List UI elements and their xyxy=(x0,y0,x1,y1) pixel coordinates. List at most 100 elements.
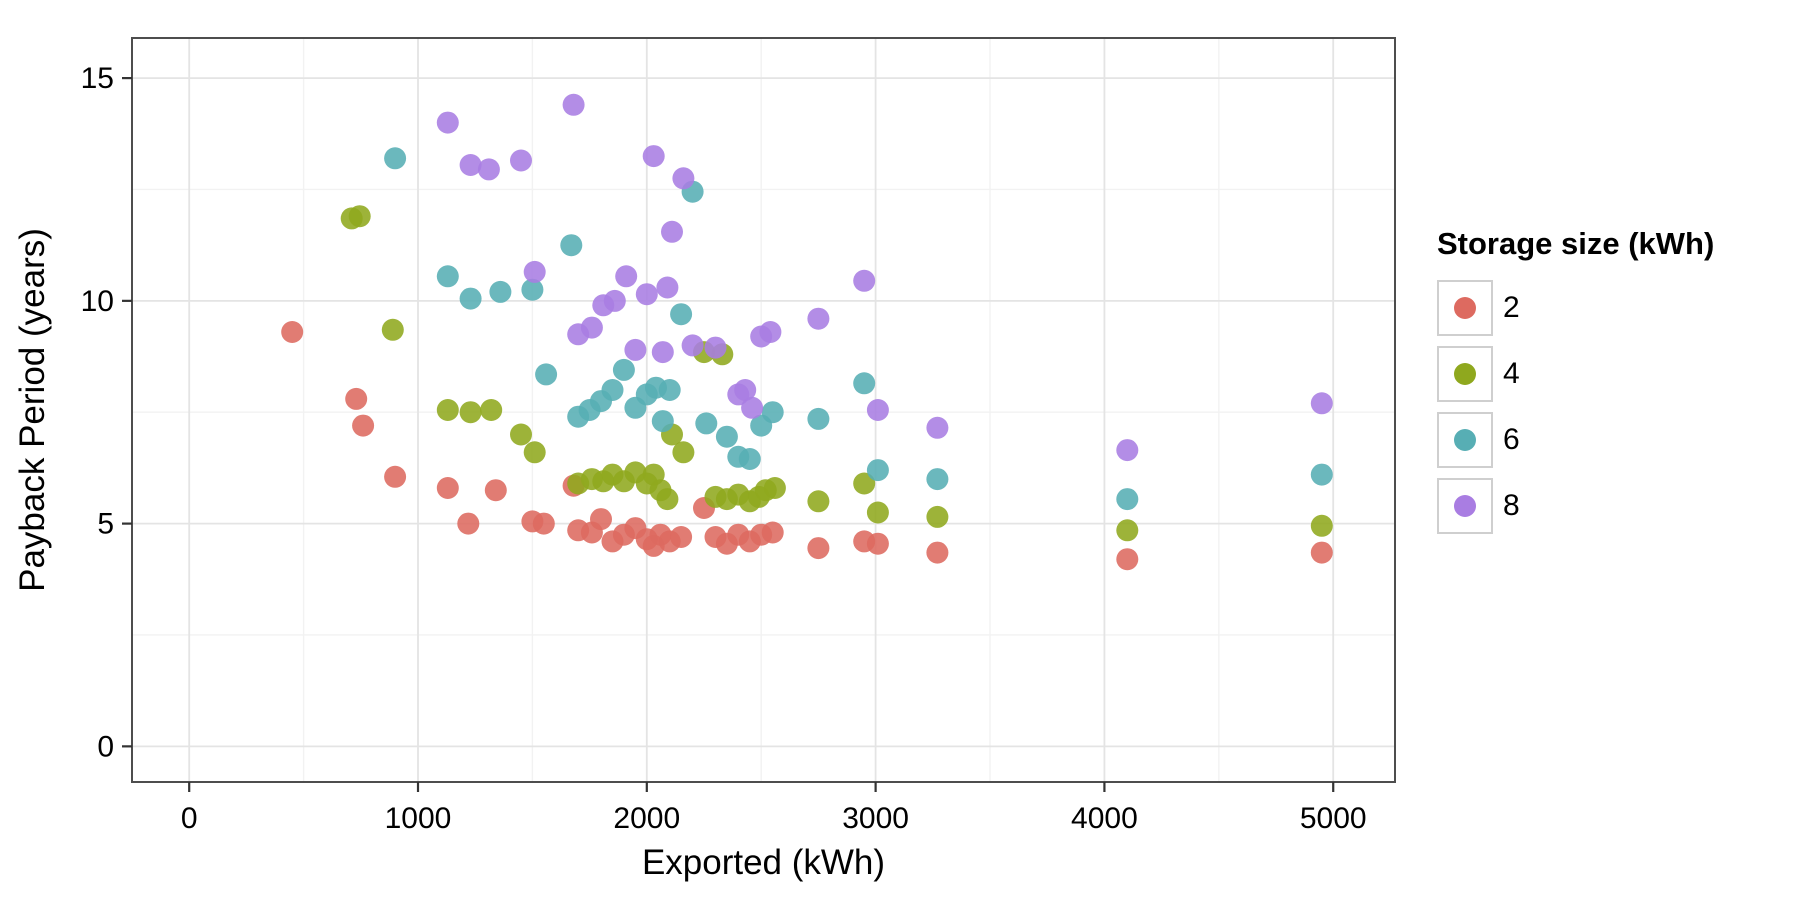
data-point-storage-8 xyxy=(734,379,757,401)
data-point-storage-6 xyxy=(601,379,624,401)
data-point-storage-8 xyxy=(759,321,782,343)
x-tick-label: 0 xyxy=(181,802,198,835)
data-point-storage-6 xyxy=(926,468,949,491)
data-point-storage-2 xyxy=(352,414,375,437)
data-point-storage-8 xyxy=(635,283,658,306)
data-point-storage-6 xyxy=(612,358,635,381)
data-point-storage-8 xyxy=(459,154,482,176)
data-point-storage-6 xyxy=(695,412,718,435)
legend-key-box xyxy=(1437,478,1493,534)
data-point-storage-4 xyxy=(381,318,404,341)
data-point-storage-2 xyxy=(281,321,304,343)
x-tick-label: 1000 xyxy=(385,802,452,835)
x-axis-title: Exported (kWh) xyxy=(642,843,885,882)
data-point-storage-4 xyxy=(1116,519,1139,542)
data-point-storage-8 xyxy=(603,289,626,312)
legend-dot-icon xyxy=(1454,297,1476,319)
data-point-storage-6 xyxy=(715,425,738,448)
y-tick-label: 0 xyxy=(97,730,114,763)
data-point-storage-8 xyxy=(656,276,679,299)
data-point-storage-8 xyxy=(523,260,546,283)
legend-item-2: 2 xyxy=(1437,280,1714,336)
data-point-storage-2 xyxy=(590,508,612,531)
x-tick-label: 3000 xyxy=(842,802,909,835)
legend-key-box xyxy=(1437,280,1493,336)
data-point-storage-4 xyxy=(866,501,889,524)
data-point-storage-8 xyxy=(615,265,638,288)
data-point-storage-4 xyxy=(1310,514,1333,537)
data-point-storage-2 xyxy=(1310,541,1333,564)
data-point-storage-6 xyxy=(761,401,784,424)
legend-items: 2 4 6 8 xyxy=(1437,280,1714,534)
data-point-storage-8 xyxy=(477,158,500,181)
data-point-storage-4 xyxy=(672,441,695,464)
legend-key-box xyxy=(1437,412,1493,468)
legend-dot-icon xyxy=(1454,363,1476,385)
data-point-storage-6 xyxy=(521,278,544,301)
data-point-storage-8 xyxy=(807,307,830,330)
data-point-storage-8 xyxy=(853,269,876,292)
data-point-storage-6 xyxy=(807,407,830,430)
legend-item-label: 8 xyxy=(1503,489,1520,522)
data-point-storage-8 xyxy=(510,149,532,172)
legend-title: Storage size (kWh) xyxy=(1437,226,1715,261)
data-point-storage-6 xyxy=(384,147,407,170)
data-point-storage-4 xyxy=(480,399,503,421)
legend-key-box xyxy=(1437,346,1493,402)
data-point-storage-2 xyxy=(484,479,507,502)
legend-dot-icon xyxy=(1454,495,1476,517)
data-point-storage-4 xyxy=(853,472,876,495)
data-point-storage-2 xyxy=(807,537,830,560)
data-point-storage-6 xyxy=(1116,488,1139,511)
data-point-storage-6 xyxy=(535,363,558,386)
data-point-storage-4 xyxy=(656,488,679,511)
data-point-storage-2 xyxy=(670,526,693,548)
data-point-storage-8 xyxy=(661,220,683,243)
data-point-storage-8 xyxy=(624,338,647,361)
legend-item-label: 2 xyxy=(1503,291,1520,324)
data-point-storage-8 xyxy=(1310,392,1333,415)
legend-item-4: 4 xyxy=(1437,346,1714,402)
data-point-storage-6 xyxy=(436,265,459,288)
data-point-storage-6 xyxy=(1310,463,1333,486)
data-point-storage-8 xyxy=(642,145,665,168)
data-point-storage-8 xyxy=(672,167,695,190)
data-point-storage-8 xyxy=(436,111,459,134)
data-point-storage-4 xyxy=(459,401,482,424)
data-point-storage-4 xyxy=(807,490,830,513)
data-point-storage-8 xyxy=(866,399,889,421)
data-point-storage-6 xyxy=(738,448,761,470)
data-point-storage-8 xyxy=(651,341,674,364)
data-point-storage-8 xyxy=(1116,439,1139,462)
legend: Storage size (kWh) 2 4 6 8 xyxy=(1437,226,1714,534)
data-point-storage-8 xyxy=(926,416,949,439)
legend-item-6: 6 xyxy=(1437,412,1714,468)
data-point-storage-6 xyxy=(459,287,482,310)
data-point-storage-8 xyxy=(562,93,585,116)
data-point-storage-2 xyxy=(384,465,407,488)
data-point-storage-4 xyxy=(926,505,949,528)
y-tick-label: 10 xyxy=(81,285,114,318)
legend-item-label: 4 xyxy=(1503,357,1520,390)
data-point-storage-6 xyxy=(670,303,693,326)
data-point-storage-4 xyxy=(348,205,371,228)
data-point-storage-2 xyxy=(345,387,368,410)
data-point-storage-4 xyxy=(510,423,532,446)
data-point-storage-6 xyxy=(489,280,512,303)
data-point-storage-8 xyxy=(681,334,704,357)
data-point-storage-6 xyxy=(853,372,876,395)
data-point-storage-8 xyxy=(580,316,603,339)
y-axis-title: Payback Period (years) xyxy=(13,228,52,592)
y-tick-label: 5 xyxy=(97,508,114,541)
legend-item-8: 8 xyxy=(1437,478,1714,534)
y-tick-label: 15 xyxy=(81,62,114,95)
data-point-storage-4 xyxy=(763,477,786,499)
data-point-storage-4 xyxy=(523,441,546,464)
data-point-storage-6 xyxy=(651,410,674,433)
data-point-storage-2 xyxy=(457,512,480,535)
data-point-storage-6 xyxy=(866,459,889,482)
x-tick-label: 4000 xyxy=(1071,802,1138,835)
panel-border xyxy=(131,37,1396,783)
data-point-storage-6 xyxy=(658,379,681,401)
